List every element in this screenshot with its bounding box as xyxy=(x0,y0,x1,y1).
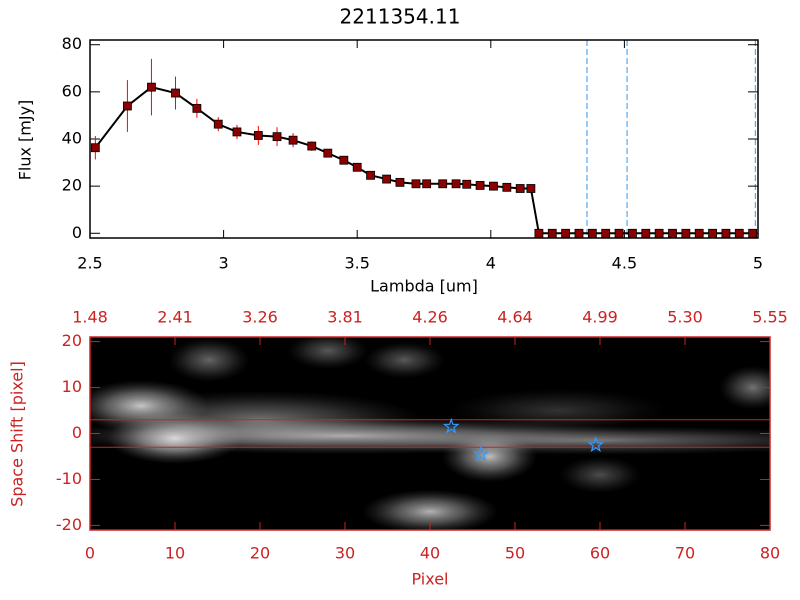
x2-tick-label: 4.64 xyxy=(497,308,533,327)
x-tick-label: 70 xyxy=(675,544,695,563)
data-point xyxy=(734,228,744,238)
data-point xyxy=(438,179,448,189)
y-label: Flux [mJy] xyxy=(16,100,35,181)
x-tick-label: 80 xyxy=(760,544,780,563)
data-point xyxy=(411,179,421,189)
data-point xyxy=(232,127,242,137)
x2-tick-label: 1.48 xyxy=(72,308,108,327)
data-point xyxy=(681,228,691,238)
title: 2211354.11 xyxy=(340,5,461,29)
data-point xyxy=(668,228,677,238)
emission xyxy=(448,388,667,433)
x2-tick-label: 3.26 xyxy=(242,308,278,327)
data-point xyxy=(323,148,333,158)
data-point xyxy=(708,228,717,238)
x-tick-label: 60 xyxy=(590,544,610,563)
emission xyxy=(362,489,498,530)
emission xyxy=(287,337,369,370)
data-point xyxy=(147,82,156,92)
emission xyxy=(363,341,446,379)
data-point xyxy=(489,181,498,191)
data-point xyxy=(366,170,375,180)
y-tick-label: 20 xyxy=(62,176,82,195)
data-point xyxy=(253,131,263,140)
emission xyxy=(168,337,250,383)
x-tick-label: 3.5 xyxy=(344,254,369,273)
data-point xyxy=(462,179,472,189)
star-marker xyxy=(587,436,605,453)
y-label: Space Shift [pixel] xyxy=(8,361,27,507)
emission xyxy=(719,365,770,410)
data-point xyxy=(192,103,202,113)
data-point xyxy=(123,101,132,111)
data-point xyxy=(307,141,317,151)
x-tick-label: 50 xyxy=(505,544,525,563)
data-point xyxy=(561,228,571,238)
star-marker xyxy=(472,445,490,462)
y-tick-label: 80 xyxy=(62,34,82,53)
data-point xyxy=(288,135,298,145)
plot-frame xyxy=(89,39,759,239)
data-point xyxy=(587,228,597,238)
x-tick-label: 30 xyxy=(335,544,355,563)
data-point xyxy=(475,181,485,190)
x-tick-label: 4 xyxy=(486,254,496,273)
x2-tick-label: 4.26 xyxy=(412,308,448,327)
y-tick-label: -20 xyxy=(56,515,82,534)
x2-tick-label: 3.81 xyxy=(327,308,363,327)
emission xyxy=(559,456,641,494)
x-tick-label: 5 xyxy=(753,254,763,273)
x-label: Lambda [um] xyxy=(370,277,478,296)
star-marker xyxy=(442,417,460,434)
x2-tick-label: 4.99 xyxy=(582,308,618,327)
data-point xyxy=(748,228,758,238)
data-point xyxy=(515,184,525,193)
data-point xyxy=(451,179,461,189)
x2-tick-label: 5.55 xyxy=(752,308,788,327)
x-tick-label: 10 xyxy=(165,544,185,563)
emission xyxy=(441,430,538,483)
data-point xyxy=(601,228,611,238)
y-tick-label: 20 xyxy=(62,331,82,350)
data-point xyxy=(382,174,391,184)
data-point xyxy=(694,228,704,238)
data-point xyxy=(502,182,512,192)
data-point xyxy=(213,119,223,129)
data-point xyxy=(272,132,282,142)
data-point xyxy=(614,228,624,238)
x2-tick-label: 2.41 xyxy=(157,308,193,327)
x-tick-label: 3 xyxy=(219,254,229,273)
data-point xyxy=(547,228,557,238)
data-point xyxy=(534,228,544,238)
y-tick-label: 40 xyxy=(62,129,82,148)
data-point xyxy=(339,155,349,165)
data-point xyxy=(171,88,180,98)
data-point xyxy=(721,228,731,238)
x-tick-label: 20 xyxy=(250,544,270,563)
y-tick-label: 0 xyxy=(72,423,82,442)
data-point xyxy=(422,179,432,189)
data-point xyxy=(352,162,362,172)
y-tick-label: 10 xyxy=(62,377,82,396)
y-tick-label: 0 xyxy=(72,223,82,242)
x-tick-label: 2.5 xyxy=(77,254,102,273)
y-tick-label: 60 xyxy=(62,81,82,100)
x-tick-label: 4.5 xyxy=(612,254,637,273)
data-point xyxy=(526,184,536,193)
data-point xyxy=(90,143,100,153)
x-label: Pixel xyxy=(411,570,448,589)
x2-tick-label: 5.30 xyxy=(667,308,703,327)
x-tick-label: 40 xyxy=(420,544,440,563)
x-tick-label: 0 xyxy=(85,544,95,563)
data-point xyxy=(574,228,584,238)
data-point xyxy=(641,228,651,238)
data-point xyxy=(654,228,664,238)
data-point xyxy=(395,177,405,187)
data-point xyxy=(628,228,637,238)
y-tick-label: -10 xyxy=(56,469,82,488)
